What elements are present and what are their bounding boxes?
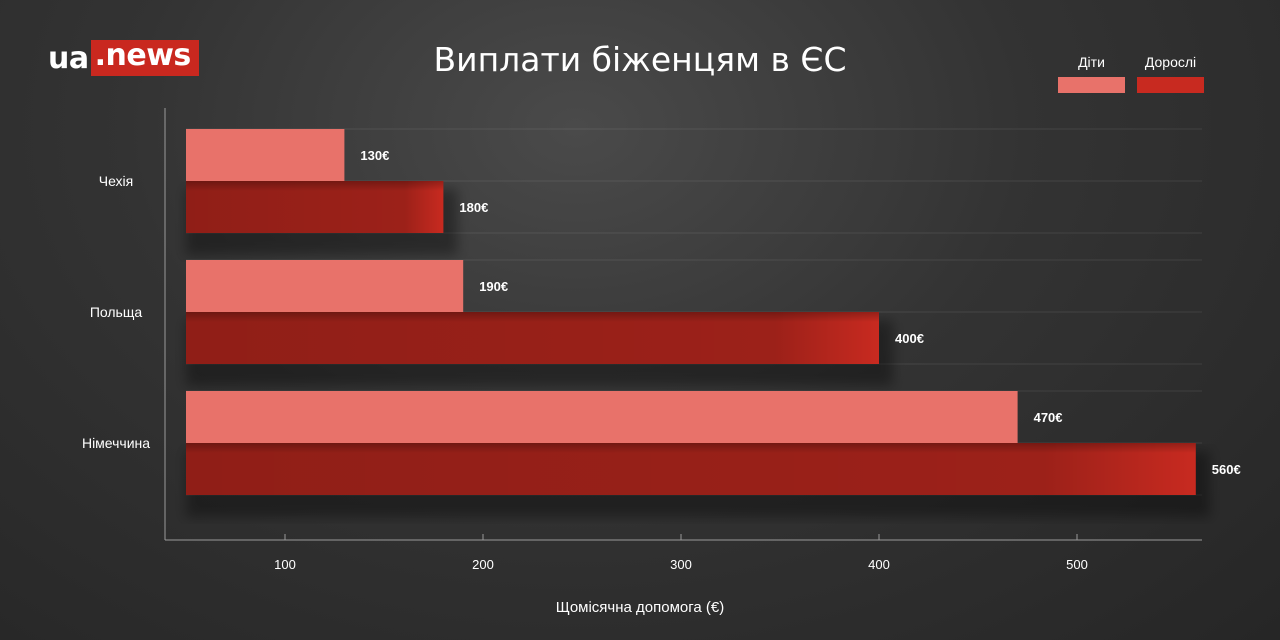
category-label: Чехія bbox=[99, 173, 134, 189]
legend-swatch-kids bbox=[1058, 77, 1125, 93]
legend-item-adults: Дорослі bbox=[1137, 54, 1204, 93]
chart-title-wrap: Виплати біженцям в ЄС bbox=[0, 40, 1280, 79]
logo-text-news: .news bbox=[90, 38, 199, 76]
logo-news-word: news bbox=[105, 38, 192, 73]
bar-kids bbox=[186, 129, 345, 181]
chart-title: Виплати біженцям в ЄС bbox=[433, 40, 847, 79]
legend-label-adults: Дорослі bbox=[1144, 54, 1197, 70]
brand-logo: ua .news bbox=[48, 40, 199, 76]
category-label: Польща bbox=[90, 304, 143, 320]
value-label-kids: 130€ bbox=[360, 148, 389, 163]
x-tick-label: 500 bbox=[1066, 557, 1088, 572]
value-label-adults: 560€ bbox=[1212, 462, 1241, 477]
bar-layer bbox=[186, 129, 1210, 517]
value-label-kids: 470€ bbox=[1034, 410, 1063, 425]
bar-kids bbox=[186, 260, 464, 312]
x-tick-label: 300 bbox=[670, 557, 692, 572]
bar-top-shade bbox=[186, 443, 1196, 453]
value-label-adults: 180€ bbox=[459, 200, 488, 215]
x-tick-label: 200 bbox=[472, 557, 494, 572]
logo-text-ua: ua bbox=[48, 40, 89, 76]
value-label-adults: 400€ bbox=[895, 331, 924, 346]
value-label-kids: 190€ bbox=[479, 279, 508, 294]
x-tick-label: 400 bbox=[868, 557, 890, 572]
bar-kids bbox=[186, 391, 1018, 443]
bar-top-shade bbox=[186, 312, 879, 322]
x-axis-title: Щомісячна допомога (€) bbox=[556, 599, 724, 616]
x-tick-label: 100 bbox=[274, 557, 296, 572]
category-label: Німеччина bbox=[82, 435, 150, 451]
legend-swatch-adults bbox=[1137, 77, 1204, 93]
axis-layer: Чехія 130€ 180€ Польща 190€ 400€ Німеччина 470€… bbox=[82, 108, 1241, 572]
legend-item-kids: Діти bbox=[1058, 54, 1125, 93]
legend-label-kids: Діти bbox=[1078, 54, 1105, 70]
logo-dot: . bbox=[94, 38, 106, 73]
bar-top-shade bbox=[186, 181, 444, 191]
